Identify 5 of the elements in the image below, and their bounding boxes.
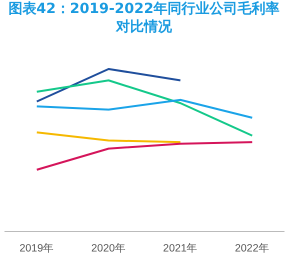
x-tick-label: 2021年 (163, 242, 198, 254)
x-tick-label: 2019年 (19, 242, 54, 254)
x-tick-label: 2022年 (234, 242, 270, 254)
chart-title: 图表42：2019-2022年同行业公司毛利率对比情况 (8, 0, 280, 36)
x-tick-label: 2020年 (91, 242, 126, 254)
